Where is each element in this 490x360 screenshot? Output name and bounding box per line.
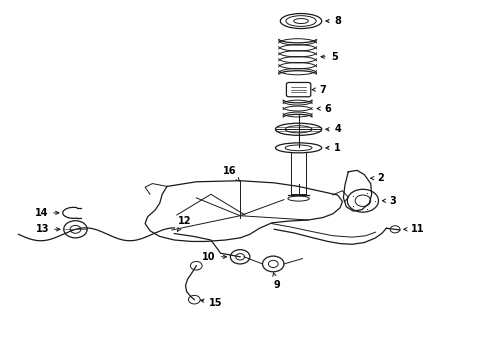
Text: 16: 16	[222, 166, 240, 181]
Text: 2: 2	[370, 173, 384, 183]
Text: 5: 5	[321, 52, 338, 62]
Text: 6: 6	[317, 104, 331, 113]
Text: 8: 8	[326, 16, 341, 26]
Text: 3: 3	[382, 196, 396, 206]
Text: 7: 7	[312, 85, 326, 95]
Text: 14: 14	[35, 208, 59, 218]
Text: 12: 12	[177, 216, 191, 231]
Text: 11: 11	[404, 224, 424, 234]
Text: 4: 4	[326, 124, 341, 134]
Text: 15: 15	[200, 297, 222, 307]
Text: 9: 9	[273, 273, 280, 290]
Text: 10: 10	[202, 252, 226, 262]
Text: 13: 13	[36, 224, 60, 234]
Text: 1: 1	[326, 143, 341, 153]
